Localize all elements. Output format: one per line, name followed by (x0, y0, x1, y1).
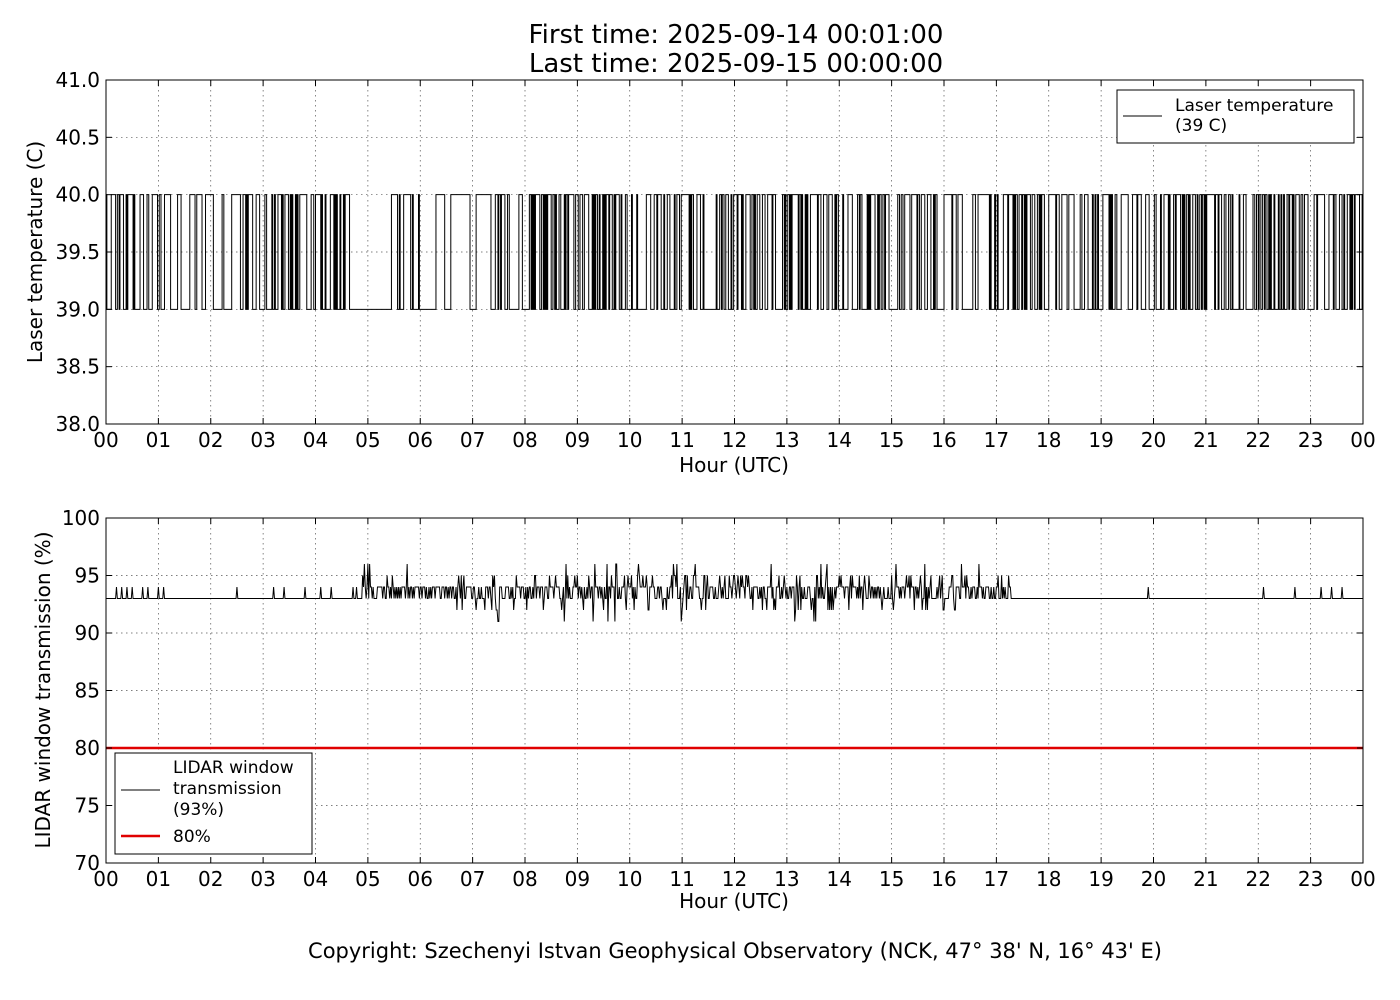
top-x-tick-label: 22 (1246, 428, 1271, 452)
top-legend: Laser temperature (39 C) (1116, 89, 1355, 144)
bottom-x-tick-label: 14 (827, 867, 852, 891)
top-x-tick-label: 16 (931, 428, 956, 452)
top-x-tick-label: 04 (303, 428, 328, 452)
bottom-y-axis-label: LIDAR window transmission (%) (31, 532, 55, 849)
top-x-tick-label: 00 (1350, 428, 1375, 452)
top-x-tick-label: 10 (617, 428, 642, 452)
top-x-tick-label: 20 (1141, 428, 1166, 452)
bottom-x-tick-label: 20 (1141, 867, 1166, 891)
bottom-x-tick-label: 03 (250, 867, 275, 891)
bottom-x-ticks: 00 01 02 03 04 05 06 07 08 09 10 11 12 13 14 15 16 17 18 19… (93, 518, 1376, 891)
bottom-x-tick-label: 21 (1193, 867, 1218, 891)
laser-temperature-series (106, 194, 1363, 310)
bottom-legend: LIDAR window transmission (93%) 80% (114, 752, 313, 855)
lidar-transmission-panel: 00 01 02 03 04 05 06 07 08 09 10 11 12 13 14 15 16 17 18 19… (31, 506, 1376, 913)
bottom-x-axis-label: Hour (UTC) (679, 889, 789, 913)
bottom-x-tick-label: 05 (355, 867, 380, 891)
top-x-tick-label: 18 (1036, 428, 1061, 452)
top-x-tick-label: 01 (146, 428, 171, 452)
top-x-tick-label: 19 (1088, 428, 1113, 452)
top-x-tick-label: 21 (1193, 428, 1218, 452)
bottom-y-ticks: 70 75 80 85 90 95 100 (62, 506, 1363, 875)
top-x-tick-label: 14 (827, 428, 852, 452)
bottom-y-tick-label: 90 (75, 621, 100, 645)
top-x-tick-label: 05 (355, 428, 380, 452)
top-x-tick-label: 06 (408, 428, 433, 452)
lidar-transmission-line (106, 563, 1363, 622)
top-y-tick-label: 40.0 (55, 183, 100, 207)
bottom-x-tick-label: 15 (879, 867, 904, 891)
top-x-tick-label: 00 (93, 428, 118, 452)
bottom-y-tick-label: 85 (75, 679, 100, 703)
bottom-y-tick-label: 75 (75, 794, 100, 818)
top-x-tick-label: 07 (460, 428, 485, 452)
top-x-tick-label: 17 (984, 428, 1009, 452)
bottom-x-tick-label: 19 (1088, 867, 1113, 891)
top-x-tick-label: 03 (250, 428, 275, 452)
bottom-x-tick-label: 13 (774, 867, 799, 891)
chart-title-line-2: Last time: 2025-09-15 00:00:00 (529, 49, 943, 79)
top-y-ticks: 38.0 38.5 39.0 39.5 40.0 40.5 41.0 (55, 68, 1363, 436)
bottom-x-tick-label: 01 (146, 867, 171, 891)
top-x-ticks: 00 01 02 03 04 05 06 07 08 09 10 11 12 13 14 15 16 17 18 19… (93, 80, 1376, 452)
copyright-text: Copyright: Szechenyi Istvan Geophysical … (308, 939, 1162, 963)
top-y-tick-label: 39.0 (55, 297, 100, 321)
bottom-x-tick-label: 17 (984, 867, 1009, 891)
bottom-y-tick-label: 70 (75, 851, 100, 875)
top-x-tick-label: 02 (198, 428, 223, 452)
bottom-x-tick-label: 08 (512, 867, 537, 891)
bottom-y-tick-label: 95 (75, 564, 100, 588)
bottom-x-tick-label: 00 (93, 867, 118, 891)
top-x-tick-label: 08 (512, 428, 537, 452)
bottom-x-tick-label: 02 (198, 867, 223, 891)
bottom-x-tick-label: 09 (565, 867, 590, 891)
top-x-tick-label: 15 (879, 428, 904, 452)
top-y-tick-label: 41.0 (55, 68, 100, 92)
top-x-tick-label: 23 (1298, 428, 1323, 452)
bottom-x-tick-label: 23 (1298, 867, 1323, 891)
bottom-x-tick-label: 18 (1036, 867, 1061, 891)
lidar-transmission-series (106, 563, 1363, 622)
top-x-tick-label: 09 (565, 428, 590, 452)
top-x-tick-label: 13 (774, 428, 799, 452)
bottom-legend-label-transmission: LIDAR window transmission (93%) (173, 758, 294, 820)
bottom-y-tick-label: 80 (75, 736, 100, 760)
bottom-x-tick-label: 00 (1350, 867, 1375, 891)
laser-temperature-line (106, 194, 1363, 310)
laser-temperature-panel: 00 01 02 03 04 05 06 07 08 09 10 11 12 13 14 15 16 17 18 19… (23, 68, 1376, 477)
top-y-tick-label: 39.5 (55, 240, 100, 264)
top-x-tick-label: 12 (722, 428, 747, 452)
top-y-axis-label: Laser temperature (C) (23, 141, 47, 363)
bottom-x-tick-label: 06 (408, 867, 433, 891)
bottom-legend-label-80: 80% (173, 827, 211, 847)
bottom-x-tick-label: 10 (617, 867, 642, 891)
bottom-x-tick-label: 04 (303, 867, 328, 891)
bottom-y-tick-label: 100 (62, 506, 100, 530)
bottom-x-tick-label: 11 (669, 867, 694, 891)
bottom-x-tick-label: 16 (931, 867, 956, 891)
chart-title-line-1: First time: 2025-09-14 00:01:00 (529, 20, 944, 50)
bottom-x-tick-label: 07 (460, 867, 485, 891)
top-y-tick-label: 40.5 (55, 125, 100, 149)
top-y-tick-label: 38.5 (55, 355, 100, 379)
bottom-x-tick-label: 22 (1246, 867, 1271, 891)
top-x-tick-label: 11 (669, 428, 694, 452)
bottom-x-tick-label: 12 (722, 867, 747, 891)
top-y-tick-label: 38.0 (55, 412, 100, 436)
top-x-axis-label: Hour (UTC) (679, 453, 789, 477)
top-legend-label: Laser temperature (39 C) (1175, 96, 1333, 136)
